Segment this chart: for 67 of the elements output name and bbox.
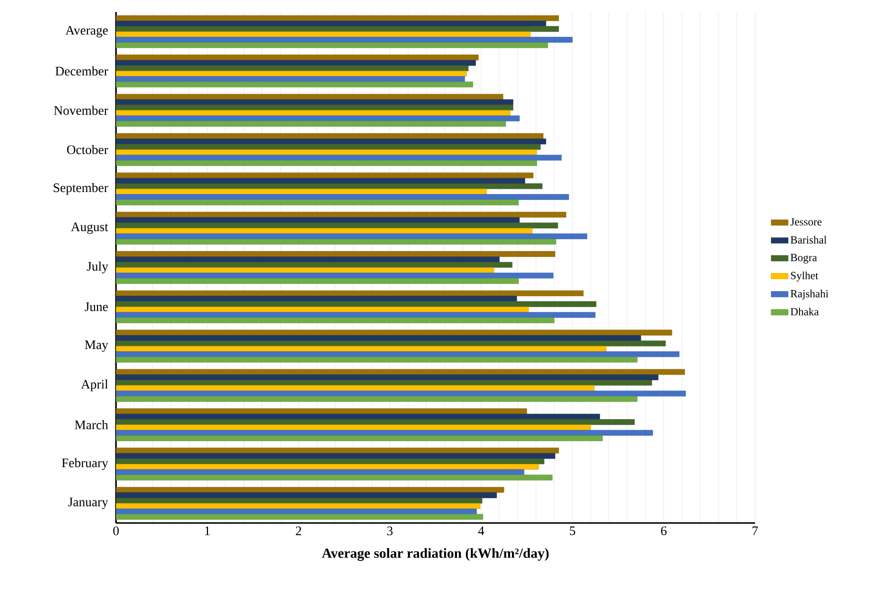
bar [116,424,591,430]
bar [116,396,638,402]
bar [116,508,477,514]
bar [116,194,569,200]
x-tick-label: 5 [570,526,576,536]
x-tick-label: 3 [387,526,393,536]
bar [116,54,479,60]
x-tick-label: 6 [661,526,667,536]
bar [116,200,519,206]
bar [116,160,537,166]
bar [116,138,546,144]
bar [116,419,635,425]
x-tick-label: 4 [478,526,484,536]
legend-label: Sylhet [791,272,818,282]
bar [116,330,672,336]
bar [116,217,520,223]
bar [116,228,532,234]
bar [116,356,638,362]
bar [116,390,686,396]
y-tick-label: November [54,106,108,115]
legend-label: Bogra [790,254,817,264]
legend-label: Rajshahi [790,290,828,300]
legend-label: Dhaka [790,308,819,316]
legend-label: Jessore [790,218,822,226]
bar [116,369,685,375]
bar [116,453,556,459]
bar [116,301,596,307]
bar [116,188,487,194]
bar [116,448,559,454]
bar [116,340,666,346]
y-tick-label: August [70,222,108,234]
bar [116,503,480,509]
bar [116,20,546,26]
x-tick-label: 7 [752,526,758,536]
bar [116,335,642,341]
bar [116,104,514,110]
bar [116,312,596,318]
bar [116,272,554,278]
y-tick-label: Average [65,26,108,38]
bar [116,222,558,228]
bar [116,133,544,139]
y-tick-label: March [74,420,108,430]
bar [116,474,552,480]
y-tick-label: February [62,458,108,470]
y-tick-label: June [84,302,108,312]
y-tick-label: July [86,262,108,274]
x-axis-title: Average solar radiation (kWh/m²/day) [322,548,549,561]
bar [116,26,559,32]
bar [116,82,474,88]
y-tick-label: December [55,66,108,76]
bar [116,251,556,257]
bar [116,306,529,312]
y-tick-label: October [67,145,108,154]
y-tick-label: May [84,340,108,352]
y-tick-label: April [81,380,108,392]
x-tick-label: 2 [296,526,302,536]
legend-label: Barishal [790,236,827,244]
y-tick-label: September [54,183,108,195]
x-tick-label: 0 [113,526,119,536]
bar [116,278,519,284]
x-tick-label: 1 [205,526,210,536]
bar [116,256,500,262]
bar [116,172,534,178]
bar [116,76,465,82]
bar [116,110,511,116]
y-tick-label: January [68,498,108,509]
bar [116,144,541,150]
